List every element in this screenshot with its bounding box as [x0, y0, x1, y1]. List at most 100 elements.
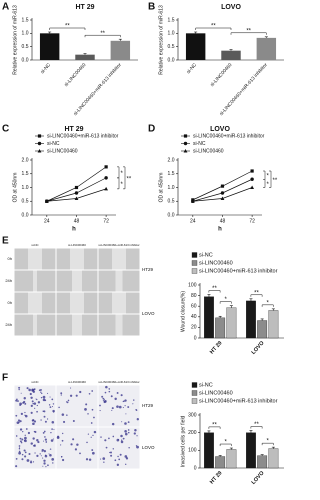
micrograph: [14, 385, 56, 427]
image-column-label: si-LINC00460: [68, 380, 86, 384]
cell-dot: [60, 444, 62, 446]
significance-label: *: [121, 171, 124, 177]
cell-dot: [44, 438, 47, 441]
cell-dot: [18, 388, 20, 391]
cell-dot: [99, 409, 101, 412]
cell-dot: [21, 453, 24, 456]
bar: [257, 455, 268, 469]
cell-dot: [124, 432, 128, 436]
cell-dot: [18, 447, 21, 449]
image-row-label: 0h: [8, 300, 12, 305]
significance-bracket: [117, 166, 120, 179]
cell-dot: [136, 418, 139, 421]
legend-label: si-LINC00460+miR-613 inhibitor: [47, 133, 119, 139]
chart-title: HT 29: [75, 4, 94, 11]
marker: [250, 185, 255, 189]
cell-dot: [70, 443, 73, 446]
y-tick-label: 1.5: [22, 171, 29, 177]
cell-dot: [102, 397, 105, 400]
micrograph: [56, 427, 98, 469]
marker: [104, 165, 108, 169]
x-tick-label: LOVO: [251, 470, 266, 486]
cell-dot: [18, 386, 21, 389]
y-tick-label: 0.0: [22, 212, 29, 218]
cell-dot: [111, 407, 114, 410]
cell-dot: [25, 428, 28, 430]
legend-swatch: [191, 398, 198, 404]
cell-dot: [49, 453, 52, 457]
cell-dot: [90, 422, 93, 424]
bar: [257, 320, 268, 339]
significance-label: **: [254, 422, 259, 428]
panel-letter: F: [2, 373, 8, 384]
cell-dot: [15, 435, 18, 437]
cell-dot: [41, 451, 43, 453]
cell-dot: [136, 445, 139, 449]
significance-label: *: [225, 440, 228, 446]
cell-dot: [19, 420, 22, 423]
series-line: [46, 166, 107, 202]
cell-dot: [51, 420, 55, 424]
cell-dot: [125, 413, 127, 415]
cell-dot: [128, 447, 130, 449]
bar: [39, 33, 60, 60]
x-tick-label: si-LINC00460: [209, 62, 233, 88]
cell-dot: [22, 431, 24, 433]
cell-dot: [18, 445, 21, 447]
significance-label: *: [267, 439, 270, 445]
cell-dot: [26, 459, 30, 462]
y-tick-label: 0.5: [168, 199, 175, 205]
bar: [204, 296, 214, 339]
bar: [226, 449, 237, 469]
bar: [246, 432, 256, 469]
cell-dot: [53, 429, 55, 431]
cell-dot: [31, 400, 34, 403]
legend-swatch: [191, 268, 198, 274]
cell-dot: [43, 410, 46, 413]
cell-dot: [102, 457, 106, 460]
significance-bracket: [219, 443, 232, 447]
legend-label: si-NC: [193, 141, 206, 147]
cell-dot: [39, 453, 41, 455]
significance-bracket: [117, 177, 120, 190]
significance-label: *: [267, 300, 270, 306]
cell-dot: [19, 437, 22, 440]
image-column-label: si-LINC00460+miR-613 inhibitor: [98, 243, 139, 247]
cell-dot: [45, 441, 48, 443]
y-tick-label: 2.0: [168, 157, 175, 163]
cell-dot: [36, 404, 38, 407]
panel-letter: E: [2, 236, 9, 247]
cell-dot: [32, 444, 35, 447]
cell-dot: [66, 401, 69, 404]
cell-dot: [18, 451, 22, 455]
significance-label: **: [273, 178, 278, 184]
cell-dot: [42, 395, 46, 399]
cell-dot: [44, 454, 48, 458]
cell-dot: [15, 465, 18, 468]
cell-dot: [119, 453, 122, 456]
cell-dot: [23, 400, 26, 404]
y-axis-label: Relative expression of miR-613: [158, 5, 164, 75]
cell-dot: [30, 404, 33, 408]
cell-dot: [52, 438, 54, 440]
cell-dot: [105, 446, 108, 449]
x-tick-label: HT 29: [209, 340, 223, 355]
legend-swatch: [191, 252, 198, 258]
cell-dot: [33, 430, 35, 433]
cell-dot: [49, 396, 51, 398]
significance-bracket: [263, 170, 266, 180]
cell-dot: [41, 449, 44, 452]
significance-bracket: [208, 426, 221, 429]
cell-dot: [121, 439, 123, 441]
cell-dot: [114, 397, 117, 401]
marker: [220, 196, 225, 200]
bar: [110, 40, 131, 60]
cell-dot: [37, 441, 40, 444]
cell-dot: [91, 408, 94, 411]
legend-marker: [37, 149, 42, 153]
y-tick-label: 1.5: [168, 17, 175, 23]
cell-dot: [30, 411, 33, 414]
cell-dot: [43, 430, 46, 433]
cell-dot: [61, 439, 64, 442]
cell-dot: [120, 440, 124, 444]
